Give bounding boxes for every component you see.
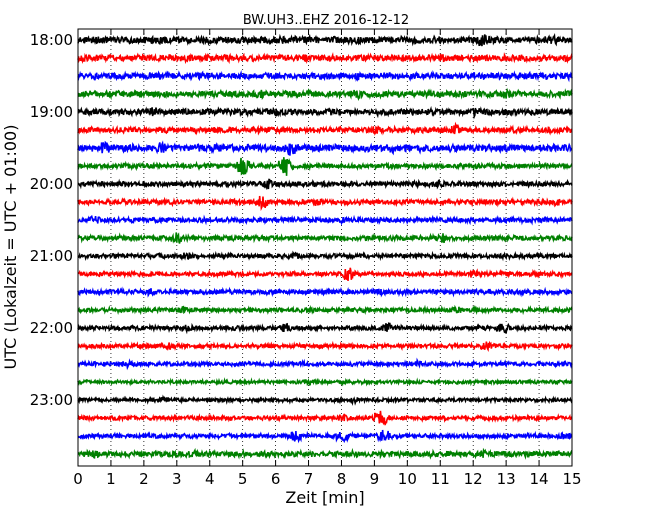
trace-2315 <box>77 410 573 426</box>
x-tick-label: 12 <box>464 470 483 488</box>
x-tick-label: 5 <box>238 470 248 488</box>
trace-2045 <box>77 232 573 244</box>
trace-2300 <box>77 394 573 407</box>
x-tick-label: 7 <box>304 470 314 488</box>
trace-2230 <box>77 357 573 371</box>
x-tick-label: 3 <box>172 470 182 488</box>
x-tick-label: 4 <box>205 470 215 488</box>
y-axis-label: UTC (Lokalzeit = UTC + 01:00) <box>1 125 20 370</box>
trace-2130 <box>77 286 573 298</box>
y-tick-label: 23:00 <box>30 391 73 409</box>
x-tick-label: 14 <box>530 470 549 488</box>
trace-1815 <box>77 52 573 65</box>
trace-1900 <box>77 105 573 120</box>
trace-1945 <box>77 157 573 176</box>
x-tick-label: 6 <box>271 470 281 488</box>
trace-1845 <box>77 87 573 102</box>
trace-1915 <box>77 121 573 136</box>
x-tick-label: 15 <box>562 470 581 488</box>
trace-2100 <box>77 250 573 262</box>
trace-2145 <box>77 304 573 316</box>
plot-frame <box>77 28 573 467</box>
trace-2215 <box>77 340 573 353</box>
y-tick-label: 18:00 <box>30 31 73 49</box>
x-tick-label: 11 <box>431 470 450 488</box>
trace-2245 <box>77 377 573 387</box>
trace-2000 <box>77 178 573 191</box>
trace-2345 <box>77 447 573 460</box>
y-tick-label: 22:00 <box>30 319 73 337</box>
trace-1930 <box>77 140 573 156</box>
x-tick-label: 8 <box>337 470 347 488</box>
trace-2330 <box>77 429 573 444</box>
x-tick-label: 13 <box>497 470 516 488</box>
trace-2015 <box>77 195 573 212</box>
trace-2200 <box>77 321 573 335</box>
trace-group <box>77 33 573 460</box>
trace-1830 <box>77 70 573 83</box>
x-tick-label: 10 <box>398 470 417 488</box>
chart-title: BW.UH3..EHZ 2016-12-12 <box>243 13 409 28</box>
x-tick-label: 0 <box>73 470 83 488</box>
y-tick-label: 20:00 <box>30 175 73 193</box>
x-tick-label: 2 <box>139 470 149 488</box>
x-axis-label: Zeit [min] <box>285 488 364 507</box>
x-tick-label: 1 <box>106 470 116 488</box>
trace-1800 <box>77 33 573 47</box>
y-tick-label: 21:00 <box>30 247 73 265</box>
trace-2115 <box>77 267 573 281</box>
x-tick-label: 9 <box>370 470 380 488</box>
trace-2030 <box>77 214 573 226</box>
grid-lines <box>110 29 540 466</box>
y-tick-label: 19:00 <box>30 103 73 121</box>
